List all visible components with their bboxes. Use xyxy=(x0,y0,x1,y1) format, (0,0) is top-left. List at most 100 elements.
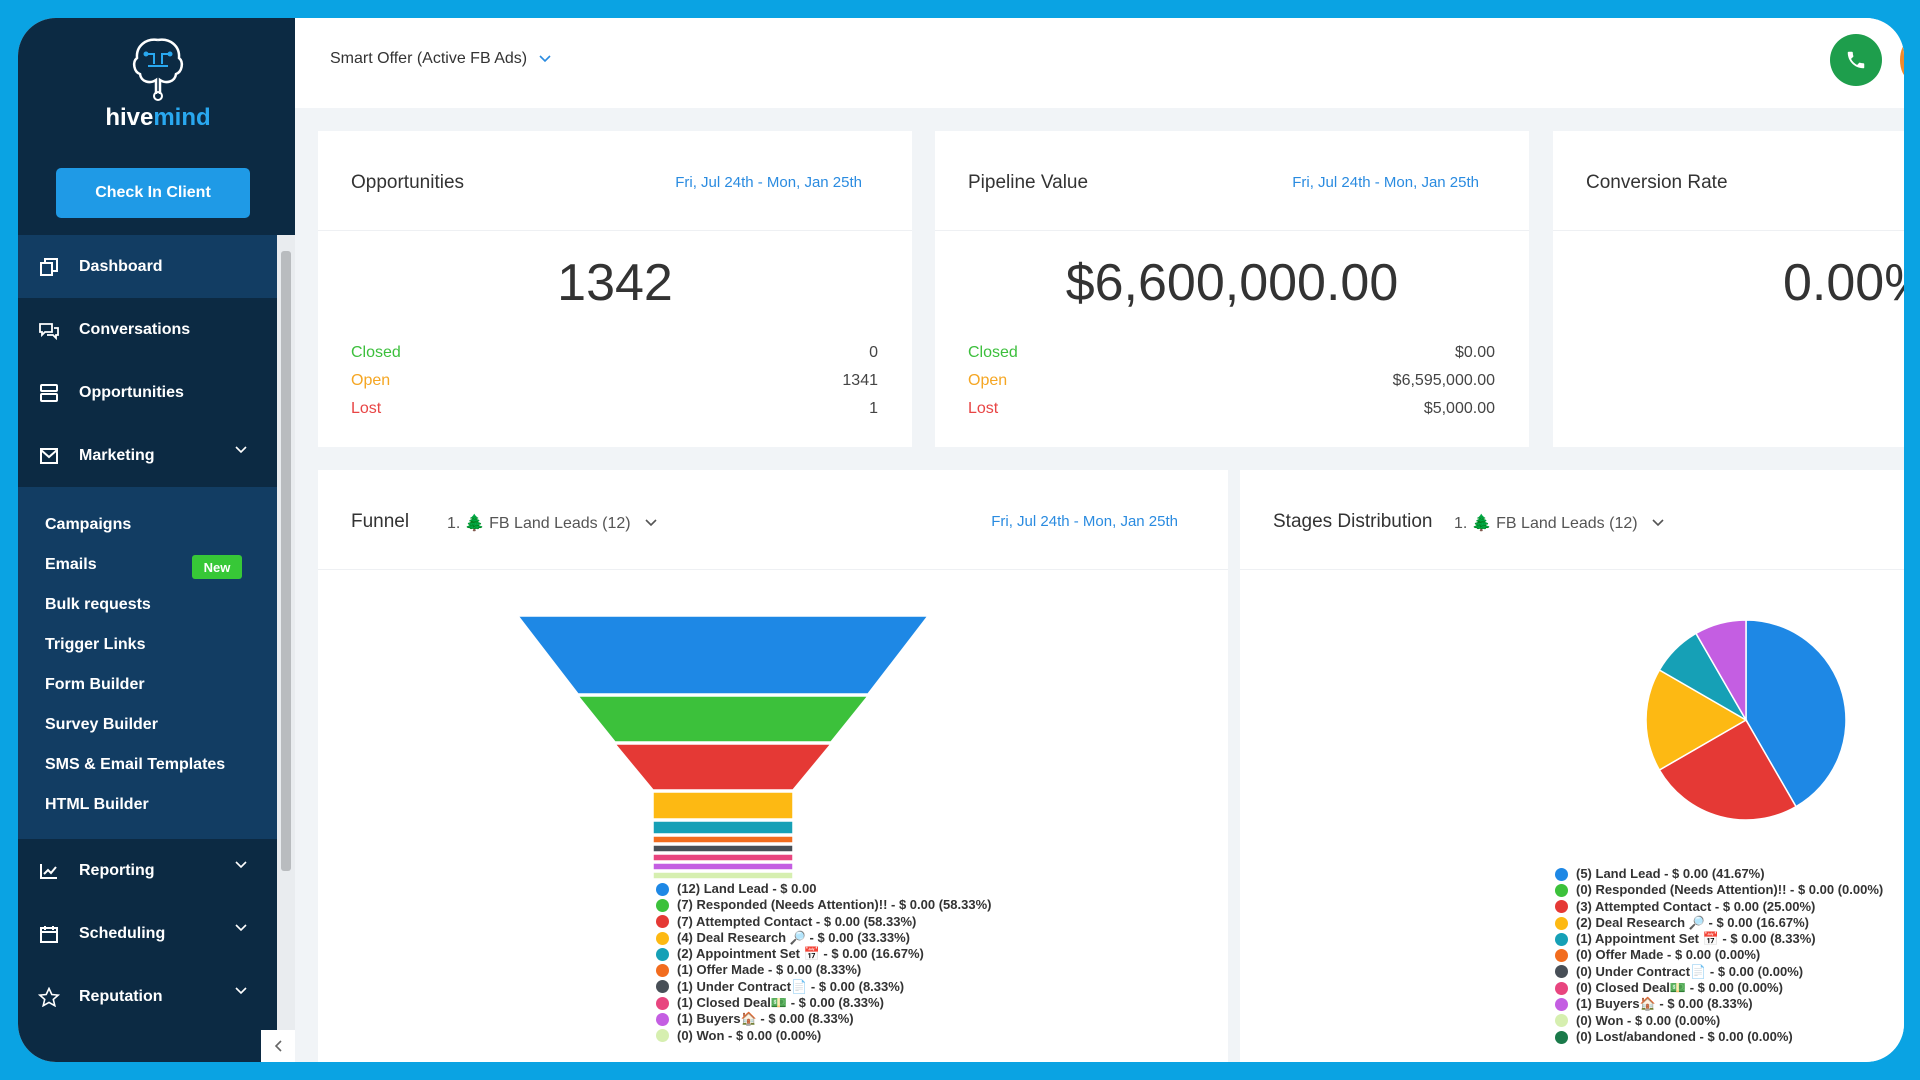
funnel-segment[interactable] xyxy=(516,615,930,695)
legend-item[interactable]: (1) Closed Deal💵 - $ 0.00 (8.33%) xyxy=(656,995,991,1011)
closed-value: 0 xyxy=(869,344,878,361)
legend-label: (0) Won - $ 0.00 (0.00%) xyxy=(677,1027,822,1043)
stages-stage-select[interactable]: 1. 🌲 FB Land Leads (12) xyxy=(1454,513,1664,533)
open-row: Open 1341 xyxy=(351,372,878,390)
sidebar-scrollbar-thumb[interactable] xyxy=(281,251,291,871)
submenu-item-campaigns[interactable]: Campaigns xyxy=(45,516,132,533)
legend-item[interactable]: (1) Offer Made - $ 0.00 (8.33%) xyxy=(656,962,991,978)
legend-item[interactable]: (4) Deal Research 🔎 - $ 0.00 (33.33%) xyxy=(656,930,991,946)
funnel-segment[interactable] xyxy=(652,844,794,853)
phone-button[interactable] xyxy=(1830,34,1882,86)
date-range[interactable]: Fri, Jul 24th - Mon, Jan 25th xyxy=(675,174,862,191)
pie-slice[interactable] xyxy=(1694,619,1747,723)
legend-item[interactable]: (0) Under Contract📄 - $ 0.00 (0.00%) xyxy=(1555,964,1883,980)
legend-swatch xyxy=(1555,965,1568,979)
sidebar-item-reputation[interactable]: Reputation xyxy=(18,965,277,1028)
submenu-item-bulk-requests[interactable]: Bulk requests xyxy=(45,596,151,613)
pipeline-value-total: $6,600,000.00 xyxy=(1065,254,1399,312)
sidebar-item-label: Opportunities xyxy=(79,383,184,401)
funnel-segment[interactable] xyxy=(652,853,794,862)
sidebar-item-reporting[interactable]: Reporting xyxy=(18,839,277,902)
legend-swatch xyxy=(656,947,669,961)
pie-slice[interactable] xyxy=(1658,718,1798,821)
legend-item[interactable]: (1) Buyers🏠 - $ 0.00 (8.33%) xyxy=(656,1011,991,1027)
legend-item[interactable]: (0) Responded (Needs Attention)!! - $ 0.… xyxy=(1555,882,1883,898)
sidebar-item-dashboard[interactable]: Dashboard xyxy=(18,235,277,298)
date-range[interactable]: Fri, Jul 24th - Mon, Jan 25th xyxy=(991,513,1178,530)
funnel-segment[interactable] xyxy=(652,820,794,835)
pie-slice[interactable] xyxy=(1745,619,1847,808)
funnel-segment[interactable] xyxy=(652,835,794,844)
legend-label: (12) Land Lead - $ 0.00 xyxy=(677,881,817,896)
legend-item[interactable]: (0) Won - $ 0.00 (0.00%) xyxy=(656,1028,991,1044)
submenu-item-survey-builder[interactable]: Survey Builder xyxy=(45,716,158,733)
funnel-segment[interactable] xyxy=(613,743,833,791)
legend-label: (2) Deal Research 🔎 - $ 0.00 (16.67%) xyxy=(1576,914,1809,930)
logo[interactable]: hivemind xyxy=(88,36,228,132)
submenu-item-trigger-links[interactable]: Trigger Links xyxy=(45,636,146,653)
legend-label: (3) Attempted Contact - $ 0.00 (25.00%) xyxy=(1576,898,1816,914)
sidebar-item-conversations[interactable]: Conversations xyxy=(18,298,277,361)
legend-item[interactable]: (1) Under Contract📄 - $ 0.00 (8.33%) xyxy=(656,979,991,995)
avatar[interactable] xyxy=(1900,42,1904,78)
lost-value: $5,000.00 xyxy=(1423,400,1495,417)
date-range[interactable]: Fri, Jul 24th - Mon, Jan 25th xyxy=(1292,174,1479,191)
sidebar-item-scheduling[interactable]: Scheduling xyxy=(18,902,277,965)
legend-item[interactable]: (1) Appointment Set 📅 - $ 0.00 (8.33%) xyxy=(1555,931,1883,947)
chevron-down-icon xyxy=(1652,519,1664,527)
lost-value: 1 xyxy=(869,400,878,417)
legend-swatch xyxy=(656,1013,669,1027)
legend-item[interactable]: (12) Land Lead - $ 0.00 xyxy=(656,881,991,897)
legend-item[interactable]: (0) Offer Made - $ 0.00 (0.00%) xyxy=(1555,947,1883,963)
legend-label: (0) Offer Made - $ 0.00 (0.00%) xyxy=(1576,947,1761,963)
sidebar-menu: Dashboard Conversations Opportunities Ma… xyxy=(18,235,277,1028)
closed-row: Closed $0.00 xyxy=(968,344,1495,362)
star-icon xyxy=(38,986,60,1008)
legend-item[interactable]: (0) Closed Deal💵 - $ 0.00 (0.00%) xyxy=(1555,980,1883,996)
opportunities-icon xyxy=(38,382,60,404)
submenu-item-emails[interactable]: Emails New xyxy=(18,545,277,585)
lost-label: Lost xyxy=(968,400,999,417)
legend-item[interactable]: (2) Appointment Set 📅 - $ 0.00 (16.67%) xyxy=(656,946,991,962)
legend-item[interactable]: (7) Attempted Contact - $ 0.00 (58.33%) xyxy=(656,914,991,930)
closed-row: Closed 0 xyxy=(351,344,878,362)
legend-label: (5) Land Lead - $ 0.00 (41.67%) xyxy=(1576,866,1765,881)
check-in-client-button[interactable]: Check In Client xyxy=(56,168,250,218)
legend-item[interactable]: (5) Land Lead - $ 0.00 (41.67%) xyxy=(1555,866,1883,882)
funnel-segment[interactable] xyxy=(652,791,794,820)
chevron-down-icon xyxy=(235,861,247,869)
legend-swatch xyxy=(1555,981,1568,995)
submenu-item-form-builder[interactable]: Form Builder xyxy=(45,676,145,693)
pie-slice[interactable] xyxy=(1645,668,1748,772)
submenu-item-sms-email-templates[interactable]: SMS & Email Templates xyxy=(45,756,226,773)
legend-swatch xyxy=(1555,1014,1568,1028)
funnel-segment[interactable] xyxy=(576,695,870,743)
lost-label: Lost xyxy=(351,400,382,417)
legend-item[interactable]: (0) Won - $ 0.00 (0.00%) xyxy=(1555,1013,1883,1029)
collapse-sidebar-button[interactable] xyxy=(261,1030,295,1062)
sidebar-item-label: Dashboard xyxy=(79,257,163,275)
funnel-stage-select[interactable]: 1. 🌲 FB Land Leads (12) xyxy=(447,513,657,533)
submenu-item-label: Emails xyxy=(45,556,97,573)
legend-item[interactable]: (1) Buyers🏠 - $ 0.00 (8.33%) xyxy=(1555,996,1883,1012)
legend-item[interactable]: (2) Deal Research 🔎 - $ 0.00 (16.67%) xyxy=(1555,915,1883,931)
legend-item[interactable]: (7) Responded (Needs Attention)!! - $ 0.… xyxy=(656,897,991,913)
legend-swatch xyxy=(656,964,669,978)
conversion-rate-value: 0.00% xyxy=(1783,254,1904,312)
legend-item[interactable]: (0) Lost/abandoned - $ 0.00 (0.00%) xyxy=(1555,1029,1883,1045)
legend-swatch xyxy=(656,931,669,945)
funnel-segment[interactable] xyxy=(652,871,794,880)
legend-item[interactable]: (3) Attempted Contact - $ 0.00 (25.00%) xyxy=(1555,899,1883,915)
sidebar-item-marketing[interactable]: Marketing xyxy=(18,424,277,487)
pipeline-select[interactable]: Smart Offer (Active FB Ads) xyxy=(330,50,551,68)
lost-row: Lost $5,000.00 xyxy=(968,400,1495,418)
legend-swatch xyxy=(1555,867,1568,881)
legend-label: (4) Deal Research 🔎 - $ 0.00 (33.33%) xyxy=(677,929,910,945)
new-badge: New xyxy=(192,555,242,579)
legend-label: (1) Under Contract📄 - $ 0.00 (8.33%) xyxy=(677,978,905,994)
opportunities-total: 1342 xyxy=(557,254,673,312)
sidebar-item-opportunities[interactable]: Opportunities xyxy=(18,361,277,424)
dashboard-icon xyxy=(38,256,60,278)
submenu-item-html-builder[interactable]: HTML Builder xyxy=(45,796,149,813)
funnel-segment[interactable] xyxy=(652,862,794,871)
